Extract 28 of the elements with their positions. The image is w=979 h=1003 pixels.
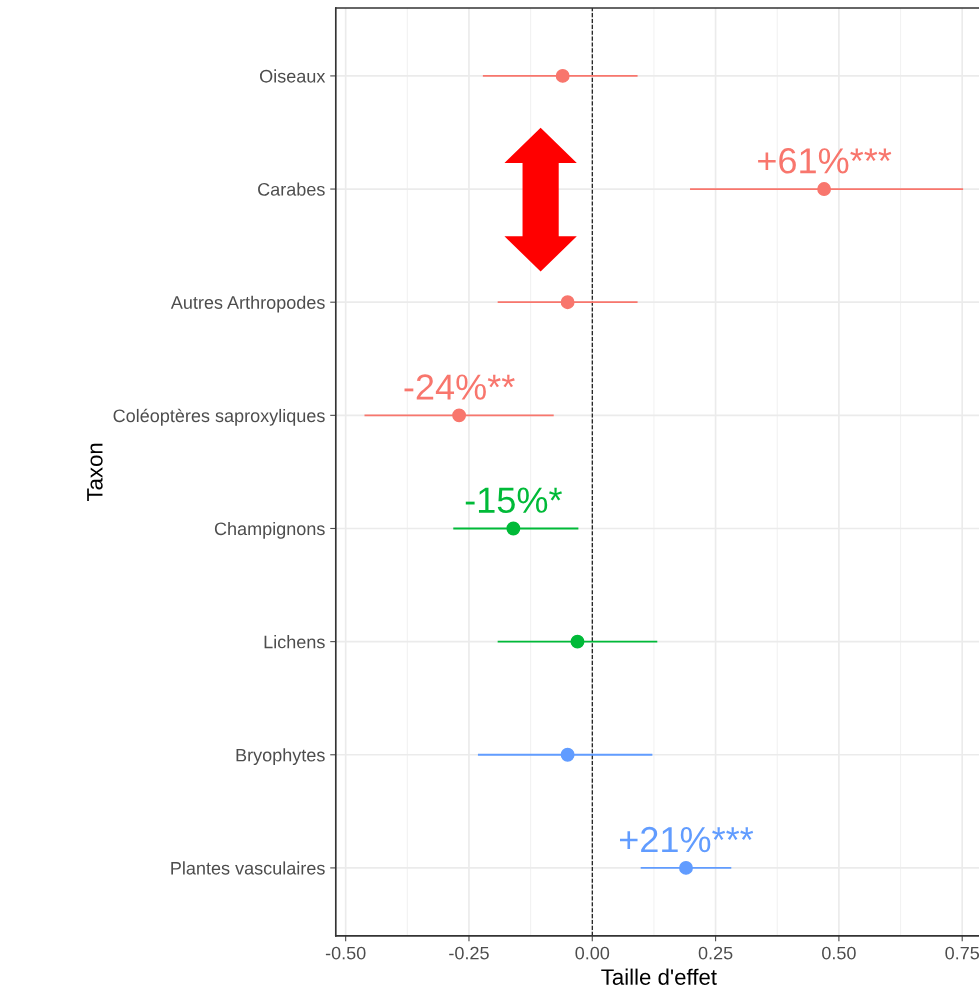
x-tick-label: 0.25 [698,946,733,960]
y-tick-label: Plantes vasculaires [171,861,325,875]
x-axis-title: Taille d'effet [601,968,717,985]
point [506,521,521,536]
y-tick-label: Champignons [214,521,325,539]
point [570,634,585,649]
x-tick-label: 0.00 [575,946,610,960]
point [560,295,575,310]
y-tick-label: Coléoptères saproxyliques [113,408,325,426]
y-tick-label: Oiseaux [260,69,326,83]
annotation: +21%*** [620,826,754,853]
point [560,747,575,762]
y-axis-title: Taxon [87,443,103,502]
annotation: -24%** [404,374,515,400]
annotation: -15%* [465,487,562,514]
y-tick-label: Autres Arthropodes [170,295,325,313]
y-tick-label: Lichens [264,635,325,649]
point [817,182,832,196]
y-tick-label: Carabes [258,182,325,196]
x-tick-label: -0.25 [449,946,489,960]
point [679,860,693,875]
annotation: +61%*** [758,148,892,174]
x-tick-label: 0.50 [822,946,856,960]
x-tick-label: -0.50 [325,946,366,960]
point [452,408,467,423]
y-tick-label: Bryophytes [236,748,325,766]
point [555,68,570,83]
x-tick-label: 0.75 [945,946,979,960]
